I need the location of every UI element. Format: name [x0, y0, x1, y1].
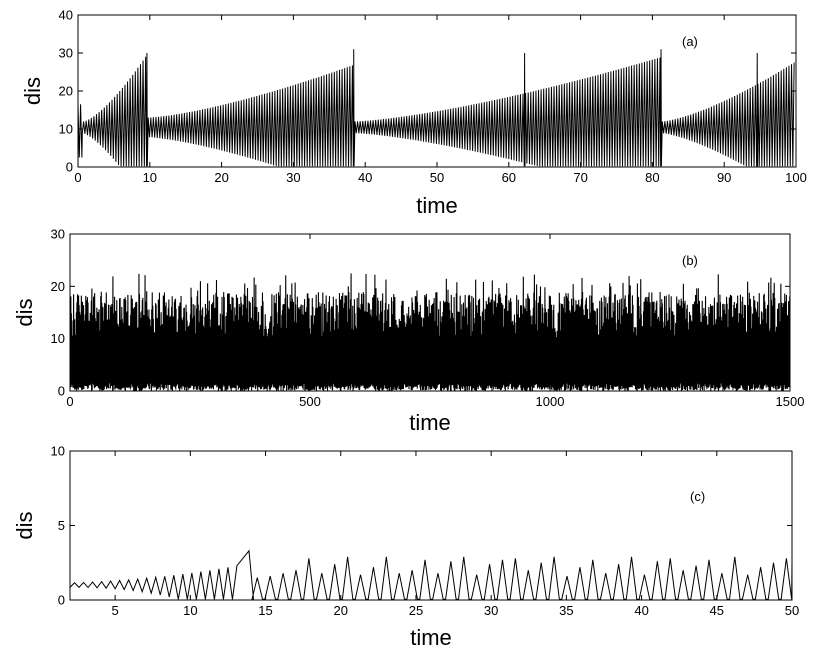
panel-2: 5 10 15 20 25 30 35 40 45 50 0 5 10 time dis (c) — [12, 444, 799, 651]
y-axis-label: dis — [20, 77, 45, 105]
y-tick-label: 10 — [51, 444, 65, 459]
y-axis-label: dis — [12, 298, 37, 326]
y-axis-label: dis — [12, 511, 37, 539]
x-tick-label: 15 — [258, 603, 272, 618]
panel-label: (c) — [690, 489, 705, 504]
y-tick-label: 40 — [59, 8, 73, 23]
x-tick-label: 80 — [645, 170, 659, 185]
x-tick-label: 0 — [74, 170, 81, 185]
y-tick-label: 30 — [51, 227, 65, 242]
x-tick-label: 40 — [634, 603, 648, 618]
x-tick-label: 10 — [143, 170, 157, 185]
x-tick-label: 10 — [183, 603, 197, 618]
y-tick-label: 20 — [51, 279, 65, 294]
y-tick-label: 10 — [59, 122, 73, 137]
x-axis-label: time — [410, 625, 452, 650]
panel-0: 0 10 20 30 40 50 60 70 80 90 100 0 10 20 30 40 time dis (a… — [20, 8, 807, 219]
x-axis-label: time — [409, 410, 451, 435]
plot-frame — [69, 233, 791, 392]
y-tick-label: 20 — [59, 84, 73, 99]
x-tick-label: 50 — [430, 170, 444, 185]
series-line — [70, 273, 790, 391]
x-axis-label: time — [416, 193, 458, 218]
panel-label: (a) — [682, 34, 698, 49]
y-tick-label: 30 — [59, 46, 73, 61]
plot-frame — [69, 450, 793, 601]
x-tick-label: 20 — [214, 170, 228, 185]
x-tick-label: 60 — [502, 170, 516, 185]
y-tick-label: 0 — [58, 384, 65, 399]
panel-1: 0 500 1000 1500 0 10 20 30 time dis (b) — [12, 227, 804, 436]
x-tick-label: 90 — [717, 170, 731, 185]
y-tick-label: 10 — [51, 331, 65, 346]
y-tick-label: 5 — [58, 518, 65, 533]
series-line — [78, 49, 795, 167]
x-tick-label: 30 — [286, 170, 300, 185]
x-tick-label: 500 — [299, 394, 321, 409]
panel-label: (b) — [682, 253, 698, 268]
x-tick-label: 50 — [785, 603, 799, 618]
y-tick-label: 0 — [66, 160, 73, 175]
series-line — [70, 549, 792, 600]
x-tick-label: 20 — [334, 603, 348, 618]
x-tick-label: 70 — [573, 170, 587, 185]
y-tick-label: 0 — [58, 593, 65, 608]
x-tick-label: 1000 — [536, 394, 565, 409]
x-tick-label: 100 — [785, 170, 807, 185]
x-tick-label: 35 — [559, 603, 573, 618]
x-tick-label: 1500 — [776, 394, 805, 409]
x-tick-label: 45 — [710, 603, 724, 618]
x-tick-label: 40 — [358, 170, 372, 185]
x-tick-label: 25 — [409, 603, 423, 618]
x-tick-label: 0 — [66, 394, 73, 409]
x-tick-label: 5 — [112, 603, 119, 618]
x-tick-label: 30 — [484, 603, 498, 618]
